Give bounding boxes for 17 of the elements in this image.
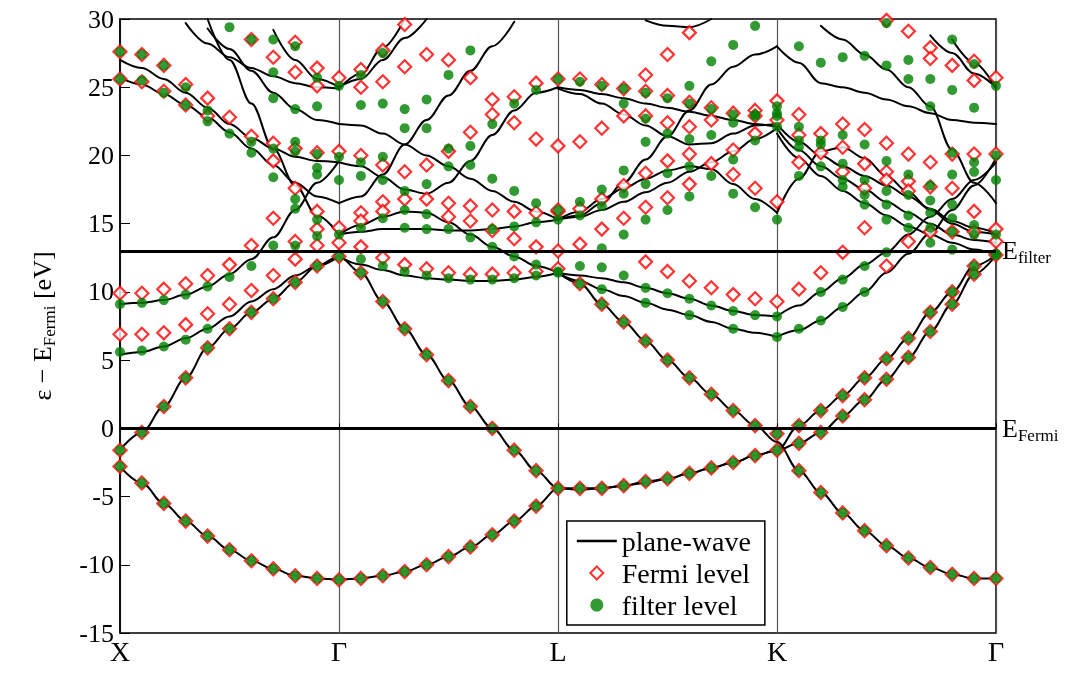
y-tick-label: 30 [88, 4, 114, 34]
y-axis-title: ε − EFermi [eV] [28, 251, 59, 401]
legend-label: Fermi level [621, 557, 751, 589]
y-tick-label: 5 [101, 345, 114, 375]
legend-label: plane-wave [621, 525, 751, 557]
y-tick-label: 15 [88, 209, 114, 239]
x-tick-label: L [549, 635, 567, 667]
y-tick-label: 20 [88, 140, 114, 170]
y-tick-label: 0 [101, 413, 114, 443]
y-tick-label: 25 [88, 72, 114, 102]
x-tick-label: K [766, 635, 788, 667]
y-tick-label: -10 [79, 550, 114, 580]
x-tick-label: Γ [330, 635, 348, 667]
y-tick-label: -5 [92, 482, 114, 512]
y-tick-label: 10 [88, 277, 114, 307]
x-tick-label: Γ [987, 635, 1005, 667]
legend-label: filter level [621, 589, 738, 621]
